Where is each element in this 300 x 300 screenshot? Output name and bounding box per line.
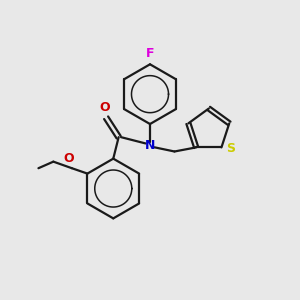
Text: O: O bbox=[99, 101, 110, 114]
Text: S: S bbox=[226, 142, 235, 155]
Text: F: F bbox=[146, 47, 154, 60]
Text: N: N bbox=[145, 139, 155, 152]
Text: O: O bbox=[64, 152, 74, 165]
